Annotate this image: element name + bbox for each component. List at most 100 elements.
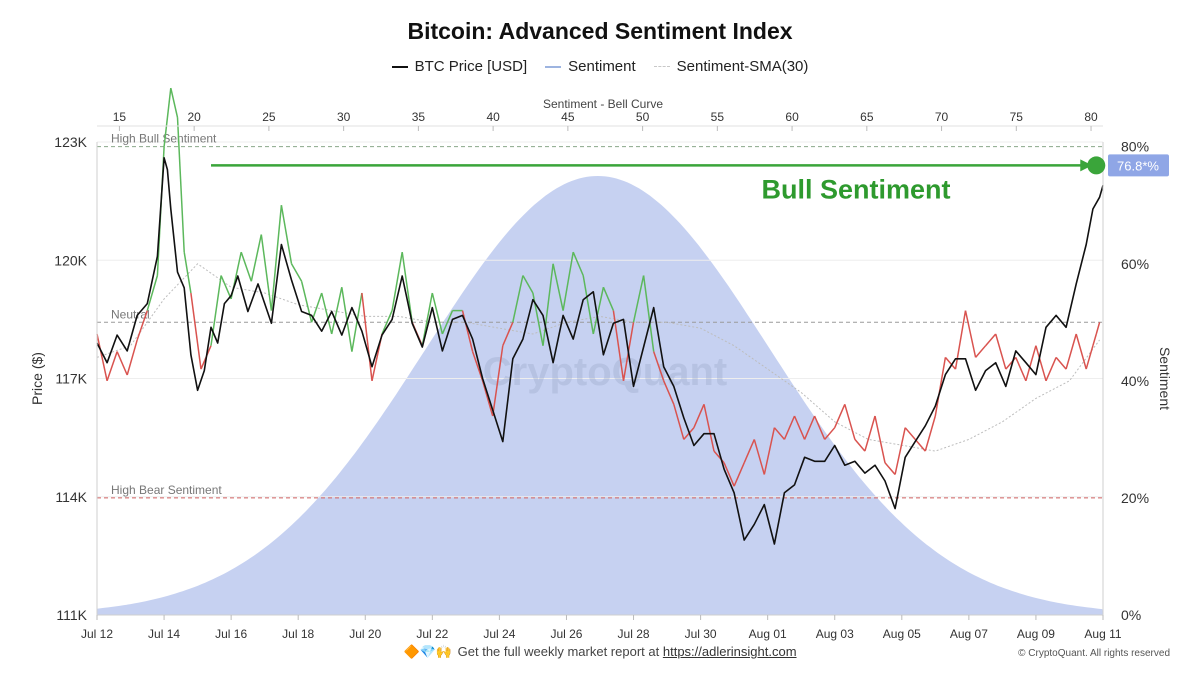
top-tick-label: 55 — [711, 110, 725, 124]
sentiment-segment — [994, 333, 1007, 370]
legend-swatch-sentiment — [545, 65, 562, 68]
legend-item-sentiment[interactable]: Sentiment — [545, 58, 636, 75]
sentiment-segment — [1025, 345, 1037, 382]
sentiment-segment — [914, 438, 926, 452]
sentiment-segment — [894, 427, 906, 475]
sentiment-segment — [642, 275, 655, 352]
sentiment-segment — [803, 415, 816, 440]
sentiment-segment — [471, 351, 484, 382]
sentiment-segment — [793, 415, 806, 440]
sentiment-segment — [106, 351, 118, 382]
y-right-tick-label: 60% — [1121, 256, 1149, 272]
sentiment-segment — [854, 438, 866, 452]
top-tick-label: 75 — [1010, 110, 1024, 124]
x-tick-label: Jul 12 — [81, 627, 113, 641]
footer-text: Get the full weekly market report at — [457, 644, 660, 659]
sentiment-segment — [693, 404, 705, 428]
watermark-text: CryptoQuant — [483, 350, 727, 394]
x-tick-label: Aug 09 — [1017, 627, 1055, 641]
y-left-tick-label: 114K — [55, 489, 87, 505]
sentiment-segment — [421, 292, 434, 346]
legend-item-price[interactable]: BTC Price [USD] — [391, 58, 528, 75]
sentiment-segment — [703, 404, 715, 452]
sentiment-segment — [431, 292, 444, 335]
sentiment-segment — [773, 427, 785, 440]
sentiment-segment — [592, 287, 605, 335]
footer-emoji-icons: 🔶💎🙌 — [403, 644, 453, 659]
sentiment-segment — [562, 251, 574, 311]
y-right-tick-label: 80% — [1121, 139, 1149, 155]
sentiment-segment — [190, 292, 202, 370]
value-badge-label: 76.8*% — [1117, 158, 1159, 173]
top-tick-label: 40 — [486, 110, 500, 124]
sentiment-segment — [632, 275, 645, 323]
price-line — [96, 157, 1104, 545]
sentiment-segment — [834, 404, 846, 428]
sentiment-segment — [163, 88, 172, 147]
sentiment-segment — [542, 263, 554, 346]
axes-layer: Jul 12 Jul 14 Jul 16 Jul 18 Jul 20 Jul 22 Jul … — [29, 97, 1173, 641]
bell-curve-area — [97, 176, 1103, 615]
legend-label-price: BTC Price [USD] — [414, 58, 528, 75]
x-tick-label: Jul 28 — [618, 627, 650, 641]
reference-line-label: Neutral — [111, 307, 150, 321]
sentiment-segment — [1075, 333, 1087, 370]
legend-item-sma[interactable]: Sentiment-SMA(30) — [653, 58, 809, 75]
sentiment-segment — [290, 263, 303, 282]
sma-layer — [96, 263, 1101, 452]
sentiment-segment — [975, 345, 987, 358]
top-tick-label: 50 — [636, 110, 650, 124]
top-tick-label: 15 — [113, 110, 127, 124]
sentiment-segment — [874, 415, 886, 463]
x-tick-label: Aug 11 — [1084, 627, 1121, 641]
y-left-tick-label: 117K — [55, 371, 87, 387]
top-tick-label: 35 — [412, 110, 426, 124]
x-tick-label: Jul 20 — [349, 627, 381, 641]
x-tick-label: Jul 14 — [148, 627, 180, 641]
sentiment-segment — [270, 205, 283, 311]
x-tick-label: Jul 16 — [215, 627, 247, 641]
sentiment-segment — [602, 286, 615, 311]
reference-line-label: High Bear Sentiment — [111, 483, 222, 497]
footer-link[interactable]: https://adlerinsight.com — [662, 644, 797, 659]
sentiment-segment — [146, 275, 159, 311]
sentiment-segment — [441, 310, 454, 335]
sentiment-segment — [824, 427, 836, 440]
y-right-tick-label: 20% — [1121, 490, 1149, 506]
x-tick-label: Jul 26 — [550, 627, 582, 641]
value-badge-bg — [1108, 154, 1169, 177]
x-tick-label: Jul 18 — [282, 627, 314, 641]
y-left-tick-label: 123K — [54, 134, 87, 150]
top-tick-label: 45 — [561, 110, 575, 124]
annotation-arrow-head — [1080, 159, 1093, 172]
sentiment-segment — [652, 351, 665, 382]
y-left-tick-label: 120K — [54, 252, 87, 268]
legend-label-sma: Sentiment-SMA(30) — [676, 58, 809, 75]
reference-line-label: High Bull Sentiment — [111, 132, 217, 146]
sentiment-segment — [864, 415, 876, 452]
x-tick-label: Aug 07 — [950, 627, 988, 641]
sentiment-segment — [1015, 357, 1027, 382]
y-left-axis-title: Price ($) — [29, 352, 45, 405]
sentiment-segment — [1095, 322, 1101, 335]
legend-swatch-sma — [653, 66, 670, 67]
sentiment-segment — [401, 251, 413, 323]
sentiment-segment — [320, 292, 333, 335]
sentiment-segment — [844, 404, 856, 440]
reference-lines-layer: High Bull Sentiment Neutral High Bear Sent… — [97, 132, 1103, 499]
sentiment-segment — [1065, 333, 1077, 370]
sentiment-segment — [783, 415, 796, 440]
top-tick-label: 65 — [860, 110, 874, 124]
top-tick-label: 80 — [1084, 110, 1098, 124]
sentiment-segment — [96, 333, 108, 381]
sentiment-segment — [1055, 356, 1067, 370]
sentiment-segment — [280, 205, 293, 264]
sentiment-segment — [723, 462, 735, 487]
sentiment-segment — [481, 380, 494, 417]
sentiment-segment — [512, 275, 524, 323]
sentiment-segment — [136, 310, 149, 341]
sentiment-segment — [753, 439, 766, 475]
sentiment-segment — [743, 439, 755, 464]
sentiment-segment — [904, 427, 916, 440]
sentiment-segment — [240, 251, 253, 282]
